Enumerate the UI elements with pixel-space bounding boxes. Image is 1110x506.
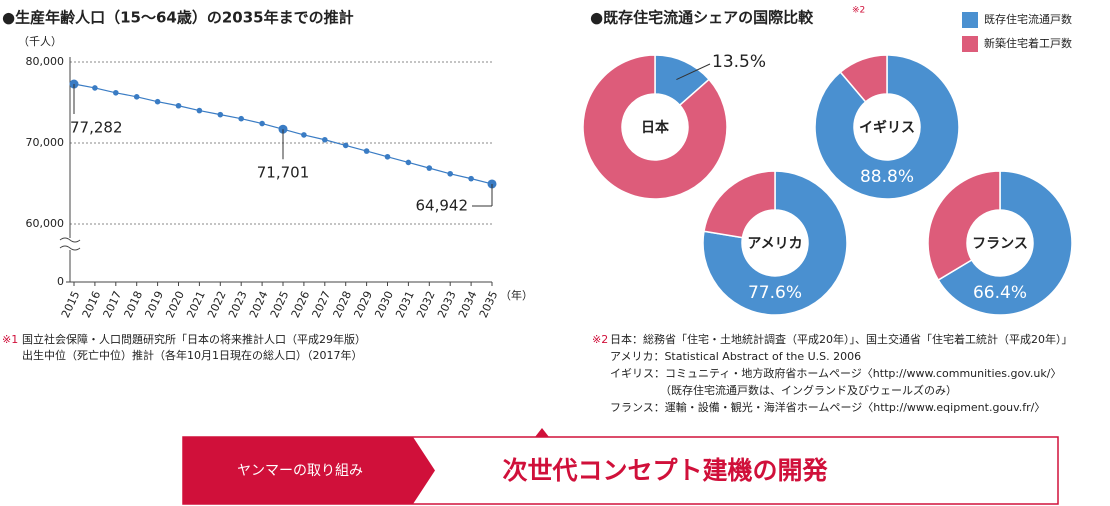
value-label: 13.5% <box>712 52 766 72</box>
x-tick-label: 2022 <box>205 289 229 320</box>
x-tick-label: 2019 <box>142 289 166 320</box>
x-tick-label: 2021 <box>184 289 208 320</box>
legend-label: 新築住宅着工戸数 <box>984 36 1072 50</box>
x-tick-label: 2015 <box>59 289 83 320</box>
point <box>259 120 265 127</box>
x-tick-label: 2020 <box>163 289 187 320</box>
point <box>92 85 98 91</box>
point <box>238 115 244 122</box>
x-tick-label: 2024 <box>247 289 271 320</box>
point <box>363 148 370 154</box>
point <box>196 107 203 114</box>
banner-pointer <box>535 428 549 437</box>
x-tick-label: 2033 <box>435 289 459 320</box>
banner-title: 次世代コンセプト建機の開発 <box>502 456 828 485</box>
y-tick-label: 0 <box>57 275 64 288</box>
footnote: （既存住宅流通戸数は、イングランド及びウェールズのみ） <box>660 383 957 397</box>
donut-hole <box>967 210 1033 276</box>
donut-hole <box>622 94 688 160</box>
x-tick-label: 2031 <box>393 289 417 320</box>
value-label: 66.4% <box>973 283 1027 303</box>
footnote: イギリス：コミュニティ・地方政府省ホームページ〈http://www.commu… <box>610 366 1061 380</box>
pie-name: 日本 <box>641 119 670 136</box>
point <box>154 98 161 105</box>
donut-hole <box>854 94 920 160</box>
point <box>342 142 349 149</box>
chart-title: ●生産年齢人口（15〜64歳）の2035年までの推計 <box>2 9 354 27</box>
x-tick-label: 2016 <box>80 289 104 320</box>
value-label: 64,942 <box>416 196 469 214</box>
donut-segment <box>937 170 1073 316</box>
title-note: ※2 <box>852 6 865 16</box>
x-tick-label: 2018 <box>122 289 146 320</box>
value-label: 77.6% <box>748 283 802 303</box>
value-label: 88.8% <box>860 167 914 187</box>
pie-name: イギリス <box>859 119 915 136</box>
donut-hole <box>742 210 808 276</box>
point <box>133 94 140 100</box>
value-label: 77,282 <box>70 119 123 137</box>
pie-name: アメリカ <box>747 236 802 252</box>
axis-break <box>59 237 81 251</box>
x-tick-label: 2032 <box>414 289 438 320</box>
banner-tab <box>183 437 435 504</box>
y-tick-label: 60,000 <box>26 217 65 230</box>
point <box>217 111 224 118</box>
x-tick-label: 2035 <box>477 289 501 320</box>
y-axis-label: （千人） <box>18 35 62 48</box>
legend-label: 既存住宅流通戸数 <box>984 12 1072 26</box>
banner-label: ヤンマーの取り組み <box>237 463 363 479</box>
x-tick-label: 2027 <box>310 289 334 320</box>
pie-name: フランス <box>972 236 1028 252</box>
legend-swatch <box>962 12 978 28</box>
point <box>113 89 119 96</box>
footnote: 国立社会保障・人口問題研究所「日本の将来推計人口（平成29年版） <box>22 332 366 346</box>
x-tick-label: 2026 <box>289 289 313 320</box>
point <box>447 170 454 177</box>
x-tick-label: 2030 <box>372 289 396 320</box>
y-tick-label: 70,000 <box>26 136 65 149</box>
footnote: フランス：運輸・設備・観光・海洋省ホームページ〈http://www.eqipm… <box>610 400 1045 414</box>
point <box>301 132 307 138</box>
point <box>426 165 433 171</box>
x-tick-label: 2025 <box>268 289 292 320</box>
point <box>384 153 391 160</box>
point <box>322 136 328 143</box>
point <box>468 175 474 182</box>
leader <box>676 63 711 81</box>
footnote: ※1 <box>2 333 18 346</box>
point <box>175 102 182 109</box>
x-tick-label: 2023 <box>226 289 250 320</box>
value-label: 71,701 <box>257 164 310 182</box>
x-tick-label: 2034 <box>456 289 480 320</box>
point <box>405 159 412 166</box>
chart-title: ●既存住宅流通シェアの国際比較 <box>590 9 814 27</box>
x-tick-label: 2029 <box>351 289 375 320</box>
footnote: ※2 <box>592 333 608 346</box>
legend-swatch <box>962 36 978 52</box>
footnote: 出生中位（死亡中位）推計（各年10月1日現在の総人口）（2017年） <box>22 348 363 362</box>
x-axis-label: （年） <box>500 288 533 302</box>
footnote: アメリカ：Statistical Abstract of the U.S. 20… <box>610 350 861 363</box>
y-tick-label: 80,000 <box>26 55 65 68</box>
x-tick-label: 2028 <box>331 289 355 320</box>
x-tick-label: 2017 <box>101 289 125 320</box>
footnote: 日本：総務省「住宅・土地統計調査（平成20年）」、国土交通省「住宅着工統計（平成… <box>610 332 1073 346</box>
